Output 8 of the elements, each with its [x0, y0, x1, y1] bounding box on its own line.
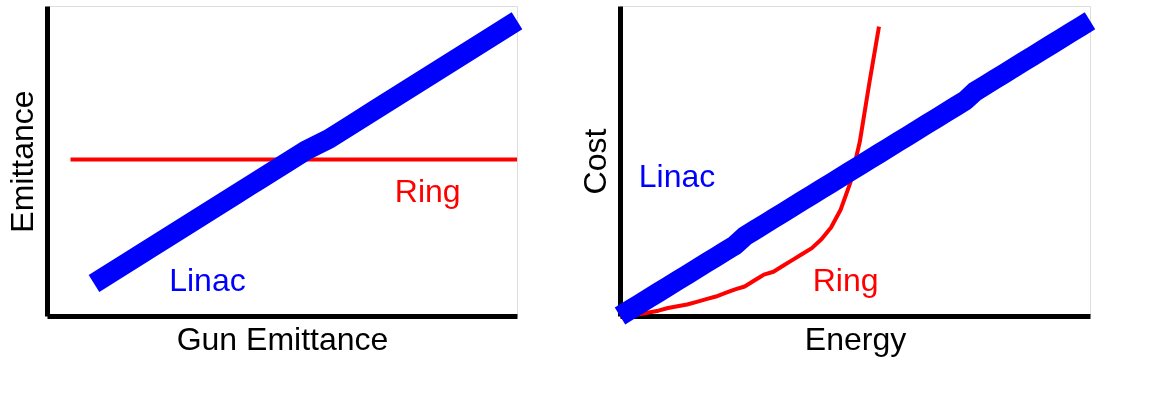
series-label: Ring — [394, 173, 461, 209]
y-axis-title: Cost — [576, 128, 613, 195]
series-label: Linac — [638, 158, 716, 195]
x-axis-title: Energy — [804, 320, 907, 357]
series-label: Ring — [812, 261, 879, 298]
y-axis-title: Emittance — [3, 90, 40, 233]
series-label: Linac — [169, 261, 246, 298]
x-axis-title: Gun Emittance — [176, 320, 389, 357]
